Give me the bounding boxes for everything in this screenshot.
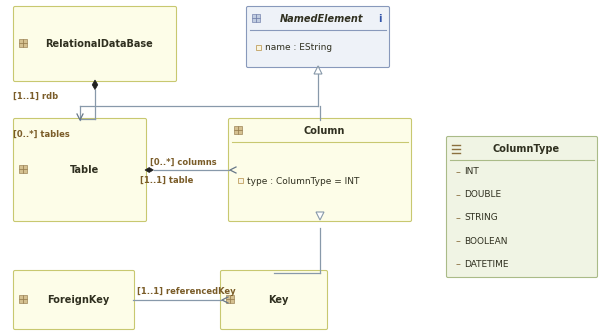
Bar — [23, 43, 27, 46]
Bar — [256, 14, 260, 17]
Bar — [19, 43, 22, 46]
Text: DATETIME: DATETIME — [464, 260, 509, 269]
Text: –: – — [456, 190, 461, 200]
Text: [0..*] tables: [0..*] tables — [13, 129, 70, 138]
Text: NamedElement: NamedElement — [280, 14, 364, 24]
Text: [1..1] table: [1..1] table — [140, 175, 194, 184]
Bar — [238, 126, 242, 129]
Bar — [23, 39, 27, 42]
Bar — [230, 295, 234, 298]
FancyBboxPatch shape — [13, 270, 135, 330]
Text: type : ColumnType = INT: type : ColumnType = INT — [247, 176, 359, 185]
Bar — [238, 130, 242, 133]
Polygon shape — [314, 66, 322, 74]
FancyBboxPatch shape — [220, 270, 328, 330]
Bar — [19, 165, 22, 168]
Text: Table: Table — [69, 165, 98, 175]
Bar — [252, 18, 256, 22]
FancyBboxPatch shape — [246, 6, 390, 68]
Bar — [234, 126, 237, 129]
Bar — [19, 39, 22, 42]
Bar — [234, 130, 237, 133]
Bar — [238, 178, 243, 183]
Bar — [23, 299, 27, 302]
Text: ForeignKey: ForeignKey — [47, 295, 109, 305]
Text: [1..1] referencedKey: [1..1] referencedKey — [137, 288, 236, 296]
Polygon shape — [145, 168, 154, 172]
Text: –: – — [456, 213, 461, 223]
Text: i: i — [379, 14, 382, 24]
Text: [1..1] rdb: [1..1] rdb — [13, 91, 58, 100]
Bar — [23, 165, 27, 168]
Bar — [23, 169, 27, 172]
Text: DOUBLE: DOUBLE — [464, 190, 501, 199]
Text: name : EString: name : EString — [265, 43, 332, 52]
Bar — [19, 295, 22, 298]
Bar — [256, 18, 260, 22]
FancyBboxPatch shape — [13, 6, 177, 82]
Text: Key: Key — [268, 295, 288, 305]
Text: BOOLEAN: BOOLEAN — [464, 237, 507, 246]
FancyBboxPatch shape — [13, 119, 146, 221]
Bar — [226, 295, 229, 298]
Text: –: – — [456, 236, 461, 246]
FancyBboxPatch shape — [447, 136, 597, 278]
Text: RelationalDataBase: RelationalDataBase — [45, 39, 153, 49]
Bar — [19, 169, 22, 172]
Text: [0..*] columns: [0..*] columns — [150, 158, 217, 167]
Bar — [19, 299, 22, 302]
Bar — [230, 299, 234, 302]
Bar — [226, 299, 229, 302]
Text: INT: INT — [464, 167, 479, 176]
Polygon shape — [316, 212, 324, 220]
Text: –: – — [456, 259, 461, 269]
FancyBboxPatch shape — [228, 119, 412, 221]
Bar — [23, 295, 27, 298]
Text: ColumnType: ColumnType — [492, 144, 560, 154]
Text: Column: Column — [304, 126, 345, 136]
Text: STRING: STRING — [464, 213, 498, 222]
Bar — [252, 14, 256, 17]
Bar — [256, 45, 261, 50]
Text: –: – — [456, 167, 461, 177]
Polygon shape — [92, 80, 98, 90]
